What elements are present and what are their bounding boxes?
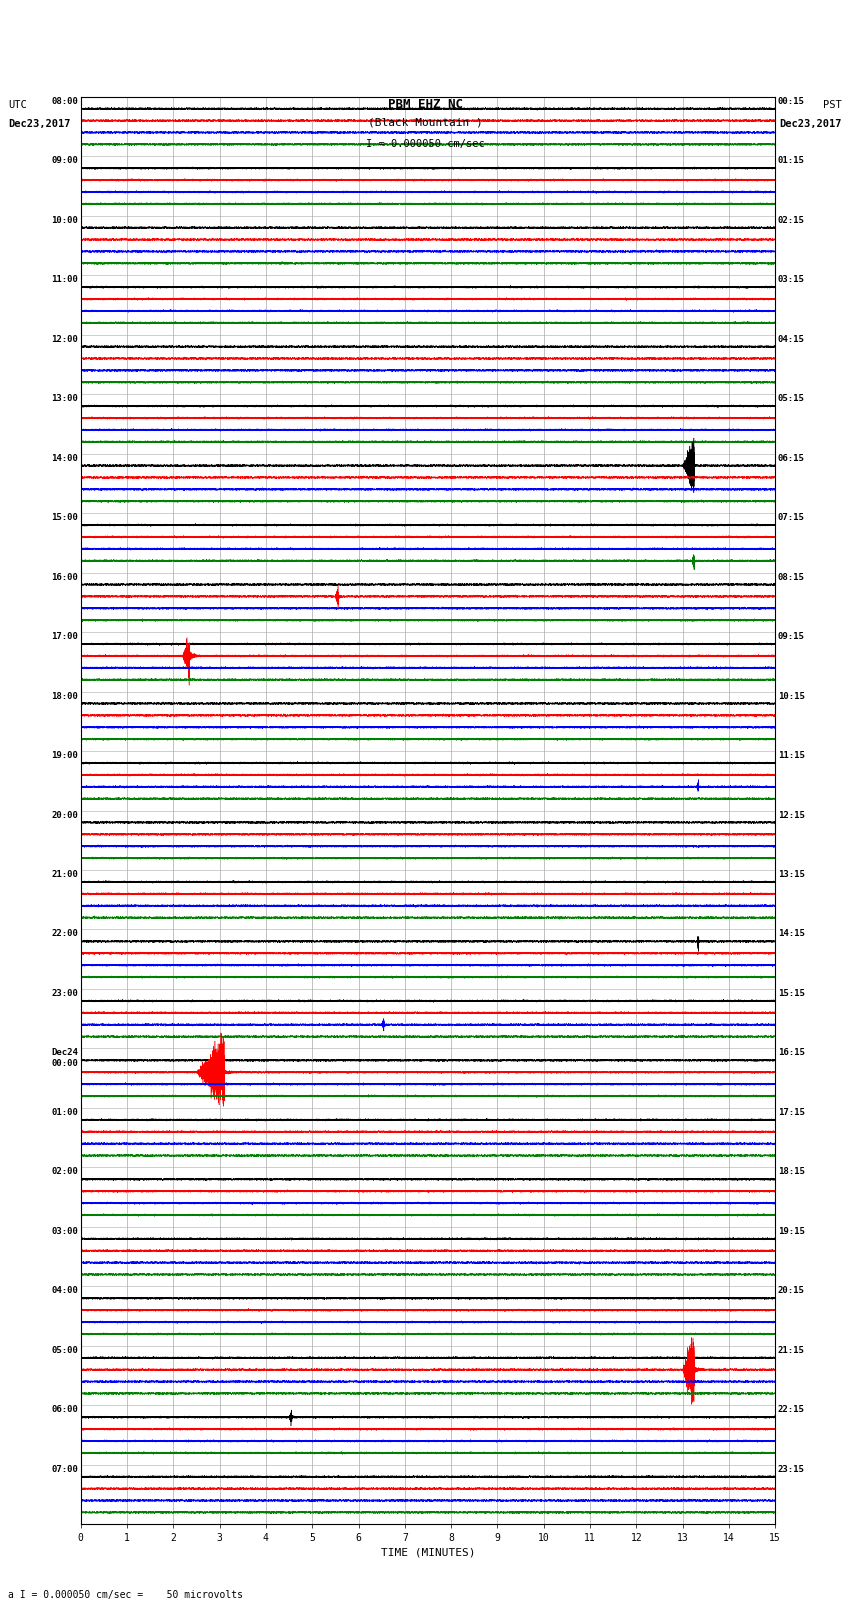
Text: 08:15: 08:15 bbox=[778, 573, 805, 582]
X-axis label: TIME (MINUTES): TIME (MINUTES) bbox=[381, 1547, 475, 1558]
Text: 01:00: 01:00 bbox=[51, 1108, 78, 1116]
Text: (Black Mountain ): (Black Mountain ) bbox=[367, 118, 483, 127]
Text: 03:00: 03:00 bbox=[51, 1227, 78, 1236]
Text: 05:00: 05:00 bbox=[51, 1345, 78, 1355]
Text: 01:15: 01:15 bbox=[778, 156, 805, 165]
Text: 11:00: 11:00 bbox=[51, 276, 78, 284]
Text: 03:15: 03:15 bbox=[778, 276, 805, 284]
Text: 19:00: 19:00 bbox=[51, 752, 78, 760]
Text: 13:00: 13:00 bbox=[51, 394, 78, 403]
Text: 22:00: 22:00 bbox=[51, 929, 78, 939]
Text: PBM EHZ NC: PBM EHZ NC bbox=[388, 98, 462, 111]
Text: 17:00: 17:00 bbox=[51, 632, 78, 640]
Text: 11:15: 11:15 bbox=[778, 752, 805, 760]
Text: 23:00: 23:00 bbox=[51, 989, 78, 998]
Text: 23:15: 23:15 bbox=[778, 1465, 805, 1474]
Text: Dec23,2017: Dec23,2017 bbox=[779, 119, 842, 129]
Text: 16:15: 16:15 bbox=[778, 1048, 805, 1058]
Text: 05:15: 05:15 bbox=[778, 394, 805, 403]
Text: 13:15: 13:15 bbox=[778, 869, 805, 879]
Text: 15:00: 15:00 bbox=[51, 513, 78, 523]
Text: 12:00: 12:00 bbox=[51, 336, 78, 344]
Text: 09:00: 09:00 bbox=[51, 156, 78, 165]
Text: 06:00: 06:00 bbox=[51, 1405, 78, 1415]
Text: 22:15: 22:15 bbox=[778, 1405, 805, 1415]
Text: 18:15: 18:15 bbox=[778, 1168, 805, 1176]
Text: 10:00: 10:00 bbox=[51, 216, 78, 224]
Text: 12:15: 12:15 bbox=[778, 810, 805, 819]
Text: 20:15: 20:15 bbox=[778, 1287, 805, 1295]
Text: 19:15: 19:15 bbox=[778, 1227, 805, 1236]
Text: 14:15: 14:15 bbox=[778, 929, 805, 939]
Text: 02:15: 02:15 bbox=[778, 216, 805, 224]
Text: 10:15: 10:15 bbox=[778, 692, 805, 700]
Text: 21:00: 21:00 bbox=[51, 869, 78, 879]
Text: PST: PST bbox=[823, 100, 842, 110]
Text: 14:00: 14:00 bbox=[51, 453, 78, 463]
Text: 00:15: 00:15 bbox=[778, 97, 805, 106]
Text: 04:00: 04:00 bbox=[51, 1287, 78, 1295]
Text: 02:00: 02:00 bbox=[51, 1168, 78, 1176]
Text: 06:15: 06:15 bbox=[778, 453, 805, 463]
Text: I = 0.000050 cm/sec: I = 0.000050 cm/sec bbox=[366, 139, 484, 148]
Text: Dec23,2017: Dec23,2017 bbox=[8, 119, 71, 129]
Text: 09:15: 09:15 bbox=[778, 632, 805, 640]
Text: a I = 0.000050 cm/sec =    50 microvolts: a I = 0.000050 cm/sec = 50 microvolts bbox=[8, 1590, 243, 1600]
Text: 17:15: 17:15 bbox=[778, 1108, 805, 1116]
Text: 15:15: 15:15 bbox=[778, 989, 805, 998]
Text: 07:15: 07:15 bbox=[778, 513, 805, 523]
Text: 07:00: 07:00 bbox=[51, 1465, 78, 1474]
Text: 20:00: 20:00 bbox=[51, 810, 78, 819]
Text: 16:00: 16:00 bbox=[51, 573, 78, 582]
Text: 04:15: 04:15 bbox=[778, 336, 805, 344]
Text: 21:15: 21:15 bbox=[778, 1345, 805, 1355]
Text: 18:00: 18:00 bbox=[51, 692, 78, 700]
Text: 08:00: 08:00 bbox=[51, 97, 78, 106]
Text: UTC: UTC bbox=[8, 100, 27, 110]
Text: Dec24
00:00: Dec24 00:00 bbox=[51, 1048, 78, 1068]
